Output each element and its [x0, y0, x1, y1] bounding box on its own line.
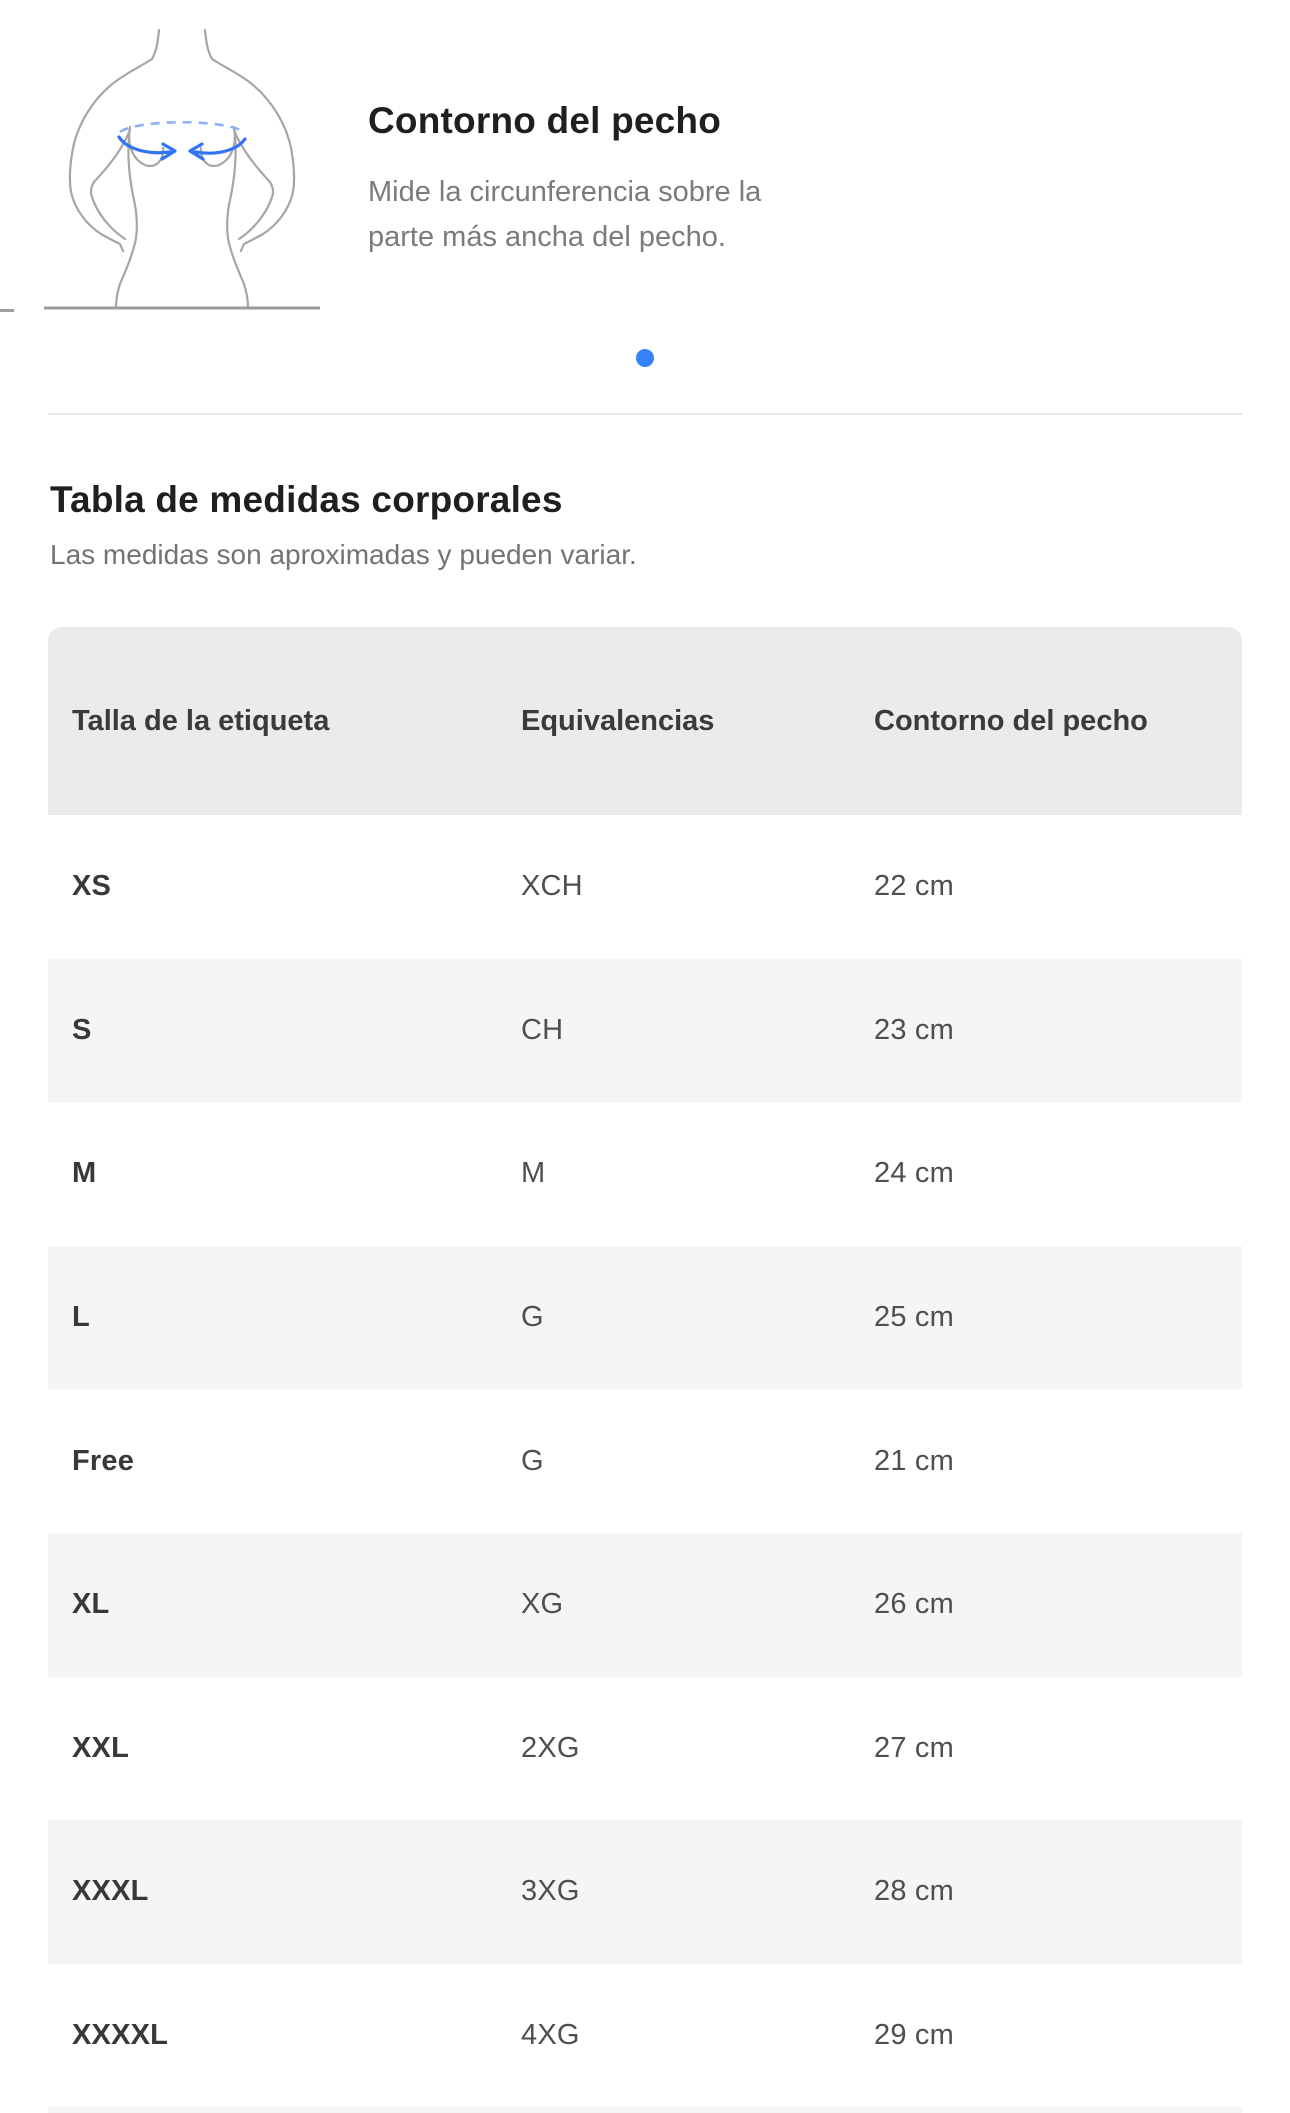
body-measures-section: Tabla de medidas corporales Las medidas …	[50, 477, 1240, 575]
cell-equivalence: XG	[521, 1588, 564, 1621]
cell-size-label: L	[72, 1301, 90, 1334]
cell-equivalence: 2XG	[521, 1731, 580, 1764]
table-row: M M 24 cm	[48, 1102, 1242, 1246]
cell-chest-measure: 25 cm	[874, 1301, 954, 1334]
column-header-chest-contour: Contorno del pecho	[874, 704, 1148, 737]
section-divider	[48, 413, 1242, 415]
section-title: Tabla de medidas corporales	[50, 479, 563, 520]
cell-equivalence: G	[521, 1301, 544, 1334]
cell-equivalence: M	[521, 1157, 546, 1190]
table-row: L G 25 cm	[48, 1245, 1242, 1390]
cell-size-label: Free	[72, 1444, 135, 1477]
cell-equivalence: XCH	[521, 870, 583, 903]
cell-size-label: XL	[72, 1588, 110, 1621]
column-header-equivalences: Equivalencias	[521, 704, 715, 737]
cell-size-label: XXXL	[72, 1875, 149, 1908]
cell-size-label: S	[72, 1013, 92, 1046]
cell-size-label: XS	[72, 870, 112, 903]
table-header-row: Talla de la etiqueta Equivalencias Conto…	[48, 627, 1242, 815]
cell-equivalence: CH	[521, 1013, 564, 1046]
cell-equivalence: 4XG	[521, 2019, 580, 2052]
slide-title: Contorno del pecho	[368, 100, 722, 141]
slide-description-line-1: Mide la circunferencia sobre la	[368, 176, 762, 208]
cell-equivalence: 3XG	[521, 1875, 580, 1908]
table-row: XL XG 26 cm	[48, 1532, 1242, 1677]
carousel-pagination	[0, 349, 1290, 367]
cell-chest-measure: 28 cm	[874, 1875, 954, 1908]
slide-description: Mide la circunferencia sobre la parte má…	[368, 170, 928, 260]
measurement-carousel: Contorno del pecho Mide la circunferenci…	[0, 0, 1290, 367]
slide-description-line-2: parte más ancha del pecho.	[368, 221, 726, 253]
cell-equivalence: G	[521, 1444, 544, 1477]
carousel-slide[interactable]: Contorno del pecho Mide la circunferenci…	[0, 0, 1290, 310]
table-row: XXL 2XG 27 cm	[48, 1677, 1242, 1821]
adjacent-slide-fragment	[0, 309, 14, 312]
next-row-fragment	[48, 2107, 1242, 2113]
torso-chest-measure-illustration	[44, 28, 320, 310]
cell-chest-measure: 29 cm	[874, 2019, 954, 2052]
cell-size-label: M	[72, 1157, 97, 1190]
table-row: S CH 23 cm	[48, 958, 1242, 1103]
cell-chest-measure: 24 cm	[874, 1157, 954, 1190]
carousel-dot-active[interactable]	[636, 349, 654, 367]
table-row: XS XCH 22 cm	[48, 815, 1242, 959]
table-body: XS XCH 22 cm S CH 23 cm M M 24 cm L G 25…	[48, 815, 1242, 2107]
column-header-label-size: Talla de la etiqueta	[72, 704, 330, 737]
cell-chest-measure: 21 cm	[874, 1444, 954, 1477]
table-row: XXXXL 4XG 29 cm	[48, 1964, 1242, 2108]
body-measures-table: Talla de la etiqueta Equivalencias Conto…	[48, 627, 1242, 2113]
slide-text-block: Contorno del pecho Mide la circunferenci…	[368, 98, 928, 260]
table-row: Free G 21 cm	[48, 1389, 1242, 1533]
cell-chest-measure: 23 cm	[874, 1013, 954, 1046]
cell-chest-measure: 27 cm	[874, 1731, 954, 1764]
cell-size-label: XXXXL	[72, 2019, 169, 2052]
cell-chest-measure: 22 cm	[874, 870, 954, 903]
cell-size-label: XXL	[72, 1731, 129, 1764]
cell-chest-measure: 26 cm	[874, 1588, 954, 1621]
table-row: XXXL 3XG 28 cm	[48, 1820, 1242, 1964]
section-subtitle: Las medidas son aproximadas y pueden var…	[50, 539, 637, 570]
